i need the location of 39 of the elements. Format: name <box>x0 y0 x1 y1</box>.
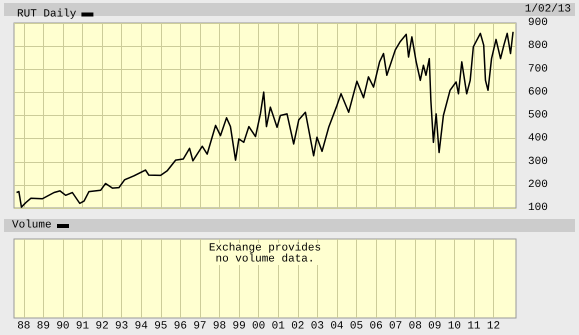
text: 00 <box>252 320 266 332</box>
y-tick-label: 700 <box>528 63 548 76</box>
text: 94 <box>134 320 148 332</box>
text: 91 <box>76 320 90 332</box>
text: 03 <box>310 320 324 332</box>
y-tick-label: 200 <box>528 178 548 191</box>
text: 92 <box>95 320 109 332</box>
text: 93 <box>115 320 128 332</box>
text: 89 <box>36 320 50 332</box>
y-tick-label: 100 <box>528 202 548 214</box>
line-series <box>16 31 514 208</box>
text: 07 <box>389 320 402 332</box>
text: 09 <box>428 320 442 332</box>
text: 01 <box>272 320 285 332</box>
y-tick-label: 900 <box>528 17 548 29</box>
text: 96 <box>174 320 187 332</box>
text: 11 <box>467 320 481 332</box>
y-tick-label: 800 <box>528 40 548 52</box>
text: Volume <box>12 220 52 232</box>
y-tick-label: 500 <box>528 110 548 122</box>
text: 06 <box>369 320 383 332</box>
text: 90 <box>56 320 70 332</box>
text: 1/02/13 <box>524 4 572 16</box>
text: 02 <box>291 320 304 332</box>
text: 05 <box>350 320 364 332</box>
text: 12 <box>486 320 500 332</box>
text: 99 <box>232 320 246 332</box>
y-tick-label: 600 <box>528 86 548 98</box>
text: 98 <box>212 320 226 332</box>
text: Exchange provides no volume data. <box>208 242 322 266</box>
text: 88 <box>17 320 30 332</box>
y-tick-label: 400 <box>528 132 548 145</box>
text: 04 <box>330 320 344 332</box>
y-tick-label: 300 <box>528 156 548 168</box>
text: 97 <box>193 320 207 332</box>
text: 10 <box>448 320 461 332</box>
legend-label: RUT Daily <box>16 8 77 20</box>
text: 95 <box>154 320 168 332</box>
text: 08 <box>408 320 422 332</box>
